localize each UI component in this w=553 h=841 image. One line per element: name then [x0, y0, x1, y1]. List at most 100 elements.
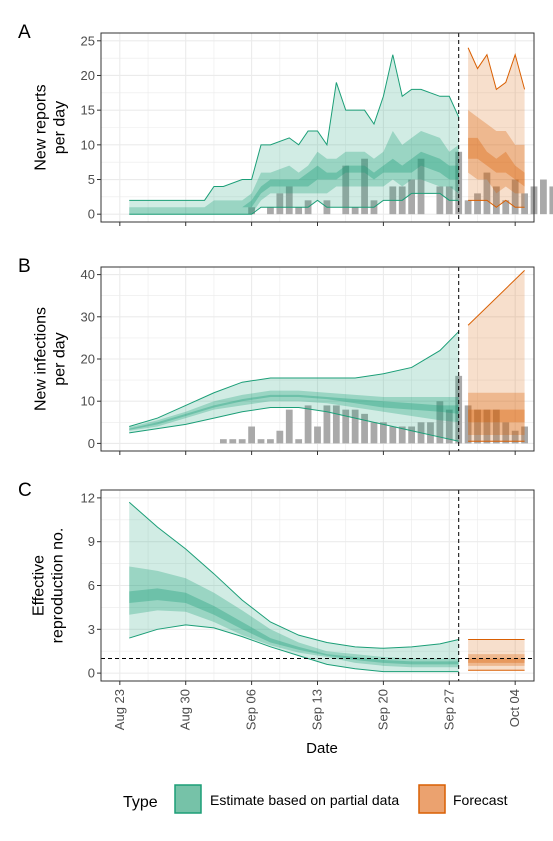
data-bar — [342, 165, 350, 215]
x-tick-label: Aug 30 — [178, 689, 193, 730]
forecast-ci-90-band — [468, 47, 525, 208]
data-bar — [370, 422, 378, 444]
forecast-ci-50-band — [468, 110, 525, 194]
y-tick-label: 12 — [81, 490, 95, 505]
forecast-ci-90-band — [468, 270, 525, 442]
data-bar — [351, 207, 359, 215]
y-axis-label-line: per day — [52, 101, 69, 154]
data-bar — [436, 186, 444, 215]
y-axis-label-line: Effective — [31, 555, 48, 616]
estimate-upper90-line — [128, 501, 459, 649]
y-axis-label-line: New reports — [33, 84, 50, 170]
data-bar — [483, 409, 491, 444]
y-axis-label-line: reproduction no. — [50, 528, 67, 644]
legend: Type Estimate based on partial data Fore… — [123, 784, 508, 814]
data-bar — [238, 439, 246, 444]
y-tick-label: 40 — [81, 267, 95, 282]
forecast-ci-50-band — [468, 392, 525, 435]
legend-swatch-forecast — [418, 784, 446, 814]
data-bar — [380, 422, 387, 444]
data-bar — [285, 186, 293, 215]
data-bar — [219, 439, 227, 444]
estimate-upper90-line — [129, 54, 460, 201]
data-bar — [248, 426, 255, 444]
data-bar — [492, 186, 500, 215]
data-bar — [474, 409, 481, 444]
data-bar — [436, 401, 444, 444]
data-bar — [408, 426, 416, 444]
data-bar — [408, 179, 416, 215]
x-tick-label: Oct 04 — [507, 689, 522, 727]
data-bar — [549, 186, 553, 215]
data-bar — [285, 409, 293, 444]
data-bar — [361, 158, 368, 215]
x-axis-label: Date — [306, 740, 338, 757]
panel-b: B 0 10 20 30 40 New infections per day — [18, 256, 535, 455]
forecast-upper90-line — [467, 47, 526, 91]
forecast-upper90-line — [467, 270, 525, 326]
estimate-ci-90-band — [129, 502, 459, 672]
panel-label: C — [18, 480, 32, 501]
data-bar — [295, 439, 303, 444]
data-bar — [511, 179, 519, 215]
estimate-ci-90-band — [129, 331, 459, 442]
data-bar — [267, 439, 274, 444]
x-tick-label: Aug 23 — [112, 689, 127, 730]
legend-swatch-estimate — [174, 784, 202, 814]
data-bar — [483, 172, 491, 215]
data-bar — [304, 405, 312, 444]
x-axis: Aug 23 Aug 30 Sep 06 Sep 13 Sep 20 Sep 27 Oct … — [112, 689, 522, 730]
x-tick-label: Sep 13 — [310, 689, 325, 730]
data-bar — [502, 200, 510, 215]
data-bar — [248, 207, 255, 215]
data-bar — [464, 405, 472, 444]
data-bar — [332, 405, 340, 444]
data-bar — [276, 193, 284, 215]
forecast-ci-20-band — [468, 137, 525, 187]
y-axis-label: Effective reproduction no. — [31, 528, 67, 644]
y-tick-label: 0 — [88, 666, 95, 681]
data-bar — [342, 409, 350, 444]
data-bar — [511, 430, 519, 444]
y-axis-label-line: per day — [52, 332, 69, 385]
data-bar — [314, 426, 321, 444]
legend-title: Type — [123, 794, 158, 811]
forecast-ci-90-band — [468, 639, 525, 671]
estimate-ci-90-band — [129, 54, 459, 215]
data-bar — [521, 193, 528, 215]
estimate-ci-20-band — [129, 394, 459, 430]
data-bar — [445, 409, 453, 444]
y-tick-label: 5 — [88, 172, 95, 187]
data-bar — [295, 207, 303, 215]
estimate-upper90-line — [129, 331, 460, 428]
y-tick-label: 10 — [81, 137, 95, 152]
data-bar — [492, 409, 500, 444]
y-axis-label-line: New infections — [33, 307, 50, 411]
panel-label: B — [18, 256, 31, 277]
data-bar — [229, 439, 237, 444]
data-bar — [502, 422, 510, 444]
y-tick-label: 9 — [88, 534, 95, 549]
data-bar — [389, 426, 397, 444]
y-tick-label: 0 — [88, 207, 95, 222]
panel-label: A — [18, 22, 31, 43]
y-axis-label: New reports per day — [33, 84, 69, 170]
y-tick-label: 25 — [81, 33, 95, 48]
data-bar — [417, 158, 425, 215]
x-tick-label: Sep 06 — [244, 689, 259, 730]
y-tick-label: 6 — [88, 578, 95, 593]
legend-label-forecast: Forecast — [453, 792, 508, 808]
estimate-ci-20-band — [129, 588, 459, 665]
estimate-ci-20-band — [129, 151, 459, 208]
estimate-lower90-line — [129, 407, 459, 442]
y-tick-label: 0 — [88, 436, 95, 451]
data-bar — [361, 413, 368, 444]
forecast-ci-50-band — [468, 654, 525, 666]
data-bar — [267, 207, 274, 215]
data-bar — [464, 200, 472, 215]
data-bar — [257, 439, 265, 444]
data-bar — [276, 430, 284, 444]
estimate-ci-50-band — [129, 390, 459, 431]
legend-label-estimate: Estimate based on partial data — [210, 792, 399, 808]
